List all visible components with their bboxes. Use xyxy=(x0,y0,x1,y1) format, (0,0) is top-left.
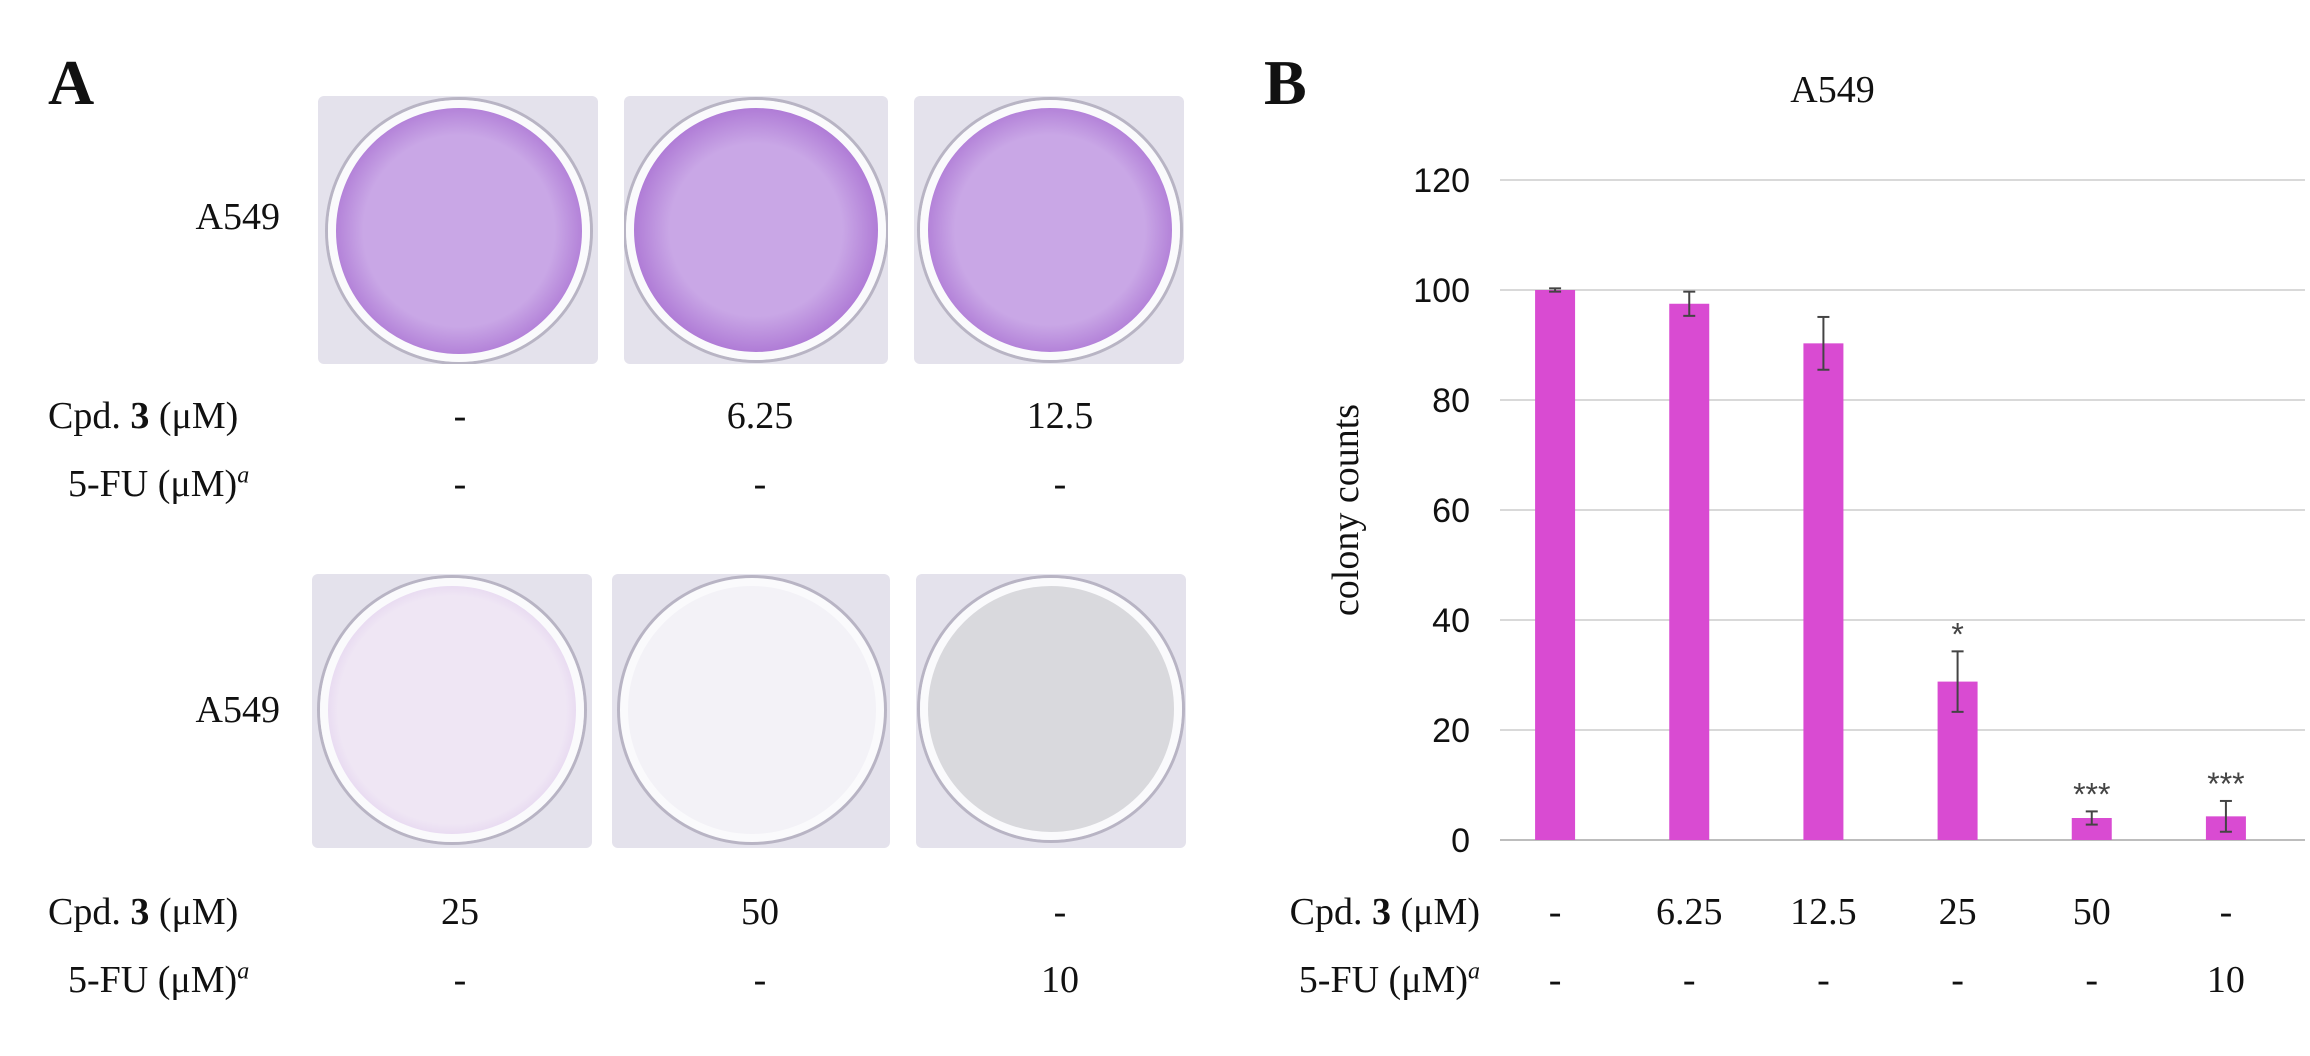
y-axis-label: colony counts xyxy=(1325,404,1367,616)
top-fu-value-1: - xyxy=(453,463,467,505)
bottom-fu-value-2: - xyxy=(753,959,767,1001)
chart-cpd-label: Cpd. 3 (μM) xyxy=(1200,890,1480,934)
significance-label: *** xyxy=(2073,776,2110,812)
x-cpd-value: 50 xyxy=(2072,891,2111,933)
row-label-top: A549 xyxy=(195,196,280,238)
x-fu-value: - xyxy=(1817,959,1830,1001)
well-image-bottom-1 xyxy=(312,574,592,848)
y-tick-label: 100 xyxy=(1413,272,1470,310)
cpd-label-unit: (μM) xyxy=(149,395,239,437)
y-tick-label: 40 xyxy=(1432,602,1470,640)
y-tick-label: 20 xyxy=(1432,712,1470,750)
significance-label: * xyxy=(1951,616,1963,652)
cpd-label-prefix: Cpd. xyxy=(1289,891,1373,933)
fu-label-text: 5-FU (μM) xyxy=(68,959,238,1001)
panel-a-letter: A xyxy=(48,47,95,118)
x-cpd-value: 6.25 xyxy=(1656,891,1723,933)
colony-well xyxy=(920,100,1180,360)
well-image-top-2 xyxy=(624,96,888,364)
x-fu-value: - xyxy=(1548,959,1562,1001)
y-tick-label: 60 xyxy=(1432,492,1470,530)
colony-well xyxy=(626,100,886,360)
x-fu-value: - xyxy=(1682,959,1696,1001)
top-cpd-value-1: - xyxy=(453,395,467,437)
panel-b-letter: B xyxy=(1264,47,1307,118)
fu-label-text: 5-FU (μM) xyxy=(1298,959,1468,1001)
y-tick-label: 120 xyxy=(1413,162,1470,200)
y-tick-label: 0 xyxy=(1451,822,1470,860)
fu-label-superscript: a xyxy=(237,462,250,489)
y-tick-label: 80 xyxy=(1432,382,1470,420)
well-image-top-1 xyxy=(318,96,598,364)
top-cpd-value-3: 12.5 xyxy=(1026,395,1094,437)
bottom-cpd-value-2: 50 xyxy=(741,891,779,933)
colony-well xyxy=(320,578,584,842)
chart-title: A549 xyxy=(1790,69,1874,111)
cpd-label-number: 3 xyxy=(130,891,150,933)
bar xyxy=(1535,290,1576,840)
bar xyxy=(2071,818,2112,840)
fu-label-text: 5-FU (μM) xyxy=(68,463,238,505)
fu-label-top: 5-FU (μM)a xyxy=(68,462,249,506)
fu-label-superscript: a xyxy=(237,958,250,985)
cpd-label-prefix: Cpd. xyxy=(48,891,131,933)
x-cpd-value: - xyxy=(1548,891,1562,933)
bar xyxy=(1803,343,1844,840)
fu-label-superscript: a xyxy=(1468,958,1480,985)
colony-well xyxy=(328,100,590,362)
significance-label: *** xyxy=(2207,766,2244,802)
x-fu-value: - xyxy=(2085,959,2099,1001)
well-image-top-3 xyxy=(914,96,1184,364)
cpd-label-top: Cpd. 3 (μM) xyxy=(48,394,238,438)
cpd-label-number: 3 xyxy=(1372,891,1392,933)
cpd-label-number: 3 xyxy=(130,395,150,437)
cpd-label-prefix: Cpd. xyxy=(48,395,131,437)
bottom-fu-value-3: 10 xyxy=(1041,959,1079,1001)
x-cpd-value: 12.5 xyxy=(1790,891,1857,933)
cpd-label-bottom: Cpd. 3 (μM) xyxy=(48,890,238,934)
top-fu-value-3: - xyxy=(1053,463,1067,505)
bottom-cpd-value-3: - xyxy=(1053,891,1067,933)
well-image-bottom-3 xyxy=(916,574,1186,848)
bottom-fu-value-1: - xyxy=(453,959,467,1001)
colony-well xyxy=(920,578,1182,840)
top-fu-value-2: - xyxy=(753,463,767,505)
x-cpd-value: - xyxy=(2219,891,2233,933)
row-label-bottom: A549 xyxy=(195,689,280,731)
chart-fu-label: 5-FU (μM)a xyxy=(1200,958,1480,1002)
cpd-label-unit: (μM) xyxy=(1391,891,1480,933)
bottom-cpd-value-1: 25 xyxy=(441,891,479,933)
x-cpd-value: 25 xyxy=(1938,891,1977,933)
top-cpd-value-2: 6.25 xyxy=(726,395,794,437)
x-fu-value: 10 xyxy=(2206,959,2245,1001)
x-fu-value: - xyxy=(1951,959,1964,1001)
colony-well xyxy=(620,578,884,842)
bar xyxy=(1669,303,1710,840)
well-image-bottom-2 xyxy=(612,574,890,848)
fu-label-bottom: 5-FU (μM)a xyxy=(68,958,249,1002)
cpd-label-unit: (μM) xyxy=(149,891,239,933)
